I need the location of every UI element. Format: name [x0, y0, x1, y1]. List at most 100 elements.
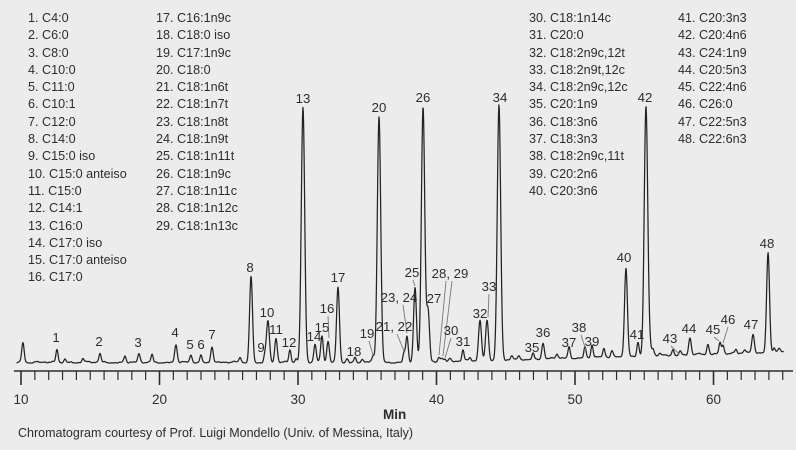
- axis-tick-label: 40: [429, 392, 444, 407]
- peak-label: 31: [456, 334, 471, 349]
- legend-item: 7. C12:0: [28, 114, 76, 129]
- peak-label: 19: [360, 326, 375, 341]
- legend-item: 19. C17:1n9c: [156, 45, 231, 60]
- legend-item: 2. C6:0: [28, 28, 69, 43]
- peak-label: 18: [347, 344, 362, 359]
- legend-item: 48. C22:6n3: [678, 132, 747, 147]
- peak-label: 26: [416, 90, 431, 105]
- legend-item: 17. C16:1n9c: [156, 11, 231, 25]
- legend-item: 41. C20:3n3: [678, 11, 747, 25]
- legend-item: 15. C17:0 anteiso: [28, 253, 127, 268]
- peak-label: 2: [95, 334, 102, 349]
- peak-label: 9: [257, 340, 264, 355]
- peak-label: 10: [260, 305, 275, 320]
- peak-label: 16: [320, 301, 335, 316]
- peak-pointer-line: [580, 334, 587, 351]
- legend-item: 28. C18:1n12c: [156, 201, 238, 216]
- legend-item: 31. C20:0: [529, 28, 584, 43]
- legend-item: 37. C18:3n3: [529, 132, 598, 147]
- legend-item: 23. C18:1n8t: [156, 114, 229, 129]
- peak-label: 45: [706, 322, 721, 337]
- legend-item: 30. C18:1n14c: [529, 11, 611, 25]
- legend-item: 47. C22:5n3: [678, 114, 747, 129]
- peak-label: 37: [562, 335, 577, 350]
- legend-item: 1. C4:0: [28, 11, 69, 25]
- legend-item: 40. C20:3n6: [529, 183, 598, 198]
- legend-item: 25. C18:1n11t: [156, 149, 235, 164]
- legend-column-3: 30. C18:1n14c 31. C20:0 32. C18:2n9c,12t 33…: [529, 10, 628, 200]
- peak-label: 34: [493, 90, 508, 105]
- peak-label: 46: [721, 312, 736, 327]
- legend-item: 11. C15:0: [28, 183, 82, 198]
- peak-label: 13: [296, 91, 311, 106]
- legend-item: 45. C22:4n6: [678, 80, 747, 95]
- legend-item: 29. C18:1n13c: [156, 218, 238, 233]
- peak-label: 28, 29: [432, 266, 469, 281]
- peak-pointer-line: [412, 279, 416, 287]
- peak-label: 47: [744, 317, 759, 332]
- legend-item: 46. C26:0: [678, 97, 733, 112]
- legend-item: 27. C18:1n11c: [156, 183, 237, 198]
- axis-tick-label: 10: [13, 392, 28, 407]
- peak-label: 7: [208, 327, 215, 342]
- axis-tick-label: 60: [706, 392, 721, 407]
- peak-label: 39: [585, 334, 600, 349]
- legend-item: 42. C20:4n6: [678, 28, 747, 43]
- peak-label: 27: [427, 291, 442, 306]
- peak-label: 21, 22: [376, 319, 413, 334]
- peak-label: 8: [246, 260, 253, 275]
- legend-item: 39. C20:2n6: [529, 166, 598, 181]
- peak-label: 4: [171, 325, 178, 340]
- peak-label: 35: [525, 340, 540, 355]
- peak-label: 36: [536, 325, 551, 340]
- peak-label: 6: [197, 337, 204, 352]
- legend-column-1: 1. C4:0 2. C6:0 3. C8:0 4. C10:0 5. C11:0 6. …: [28, 10, 127, 287]
- peak-pointer-line: [444, 337, 452, 359]
- axis-tick-label: 30: [290, 392, 305, 407]
- peak-label: 1: [52, 330, 59, 345]
- peak-label: 17: [331, 270, 346, 285]
- axis-tick-label: 20: [152, 392, 167, 407]
- peak-pointer-line: [396, 333, 405, 352]
- peak-label: 23, 24: [381, 290, 418, 305]
- credit-caption: Chromatogram courtesy of Prof. Luigi Mon…: [18, 426, 414, 440]
- peak-label: 3: [134, 335, 141, 350]
- peak-pointer-line: [438, 280, 447, 356]
- peak-label: 15: [315, 320, 330, 335]
- legend-item: 8. C14:0: [28, 132, 76, 147]
- legend-item: 14. C17:0 iso: [28, 235, 103, 250]
- peak-pointer-line: [487, 293, 490, 318]
- legend-item: 26. C18:1n9c: [156, 166, 231, 181]
- axis-tick-label: 50: [567, 392, 582, 407]
- legend-item: 6. C10:1: [28, 97, 76, 112]
- peak-label: 20: [372, 100, 387, 115]
- peak-label: 11: [269, 322, 283, 337]
- legend-column-4: 41. C20:3n3 42. C20:4n6 43. C24:1n9 44. C20…: [678, 10, 747, 148]
- legend-item: 18. C18:0 iso: [156, 28, 231, 43]
- legend-item: 3. C8:0: [28, 45, 69, 60]
- peak-label: 25: [405, 265, 420, 280]
- legend-column-2: 17. C16:1n9c 18. C18:0 iso 19. C17:1n9c 20.…: [156, 10, 238, 235]
- peak-label: 41: [630, 327, 645, 342]
- x-axis-unit-label: Min: [383, 407, 407, 422]
- legend-item: 16. C17:0: [28, 270, 83, 285]
- peak-label: 40: [617, 250, 632, 265]
- legend-item: 4. C10:0: [28, 62, 76, 77]
- legend-item: 9. C15:0 iso: [28, 149, 96, 164]
- peak-label: 42: [638, 90, 653, 105]
- legend-item: 22. C18:1n7t: [156, 97, 229, 112]
- legend-item: 32. C18:2n9c,12t: [529, 45, 625, 60]
- peak-label: 14: [307, 329, 322, 344]
- legend-item: 44. C20:5n3: [678, 62, 747, 77]
- chromatogram-trace: [16, 104, 784, 364]
- peak-pointer-line: [368, 340, 374, 356]
- legend-item: 38. C18:2n9c,11t: [529, 149, 624, 164]
- peak-label: 30: [444, 323, 459, 338]
- legend-item: 21. C18:1n6t: [156, 80, 229, 95]
- peak-pointer-line: [722, 326, 729, 344]
- peak-pointer-line: [713, 336, 720, 342]
- peak-label: 5: [186, 337, 193, 352]
- legend-item: 5. C11:0: [28, 80, 75, 95]
- peak-label: 43: [663, 331, 678, 346]
